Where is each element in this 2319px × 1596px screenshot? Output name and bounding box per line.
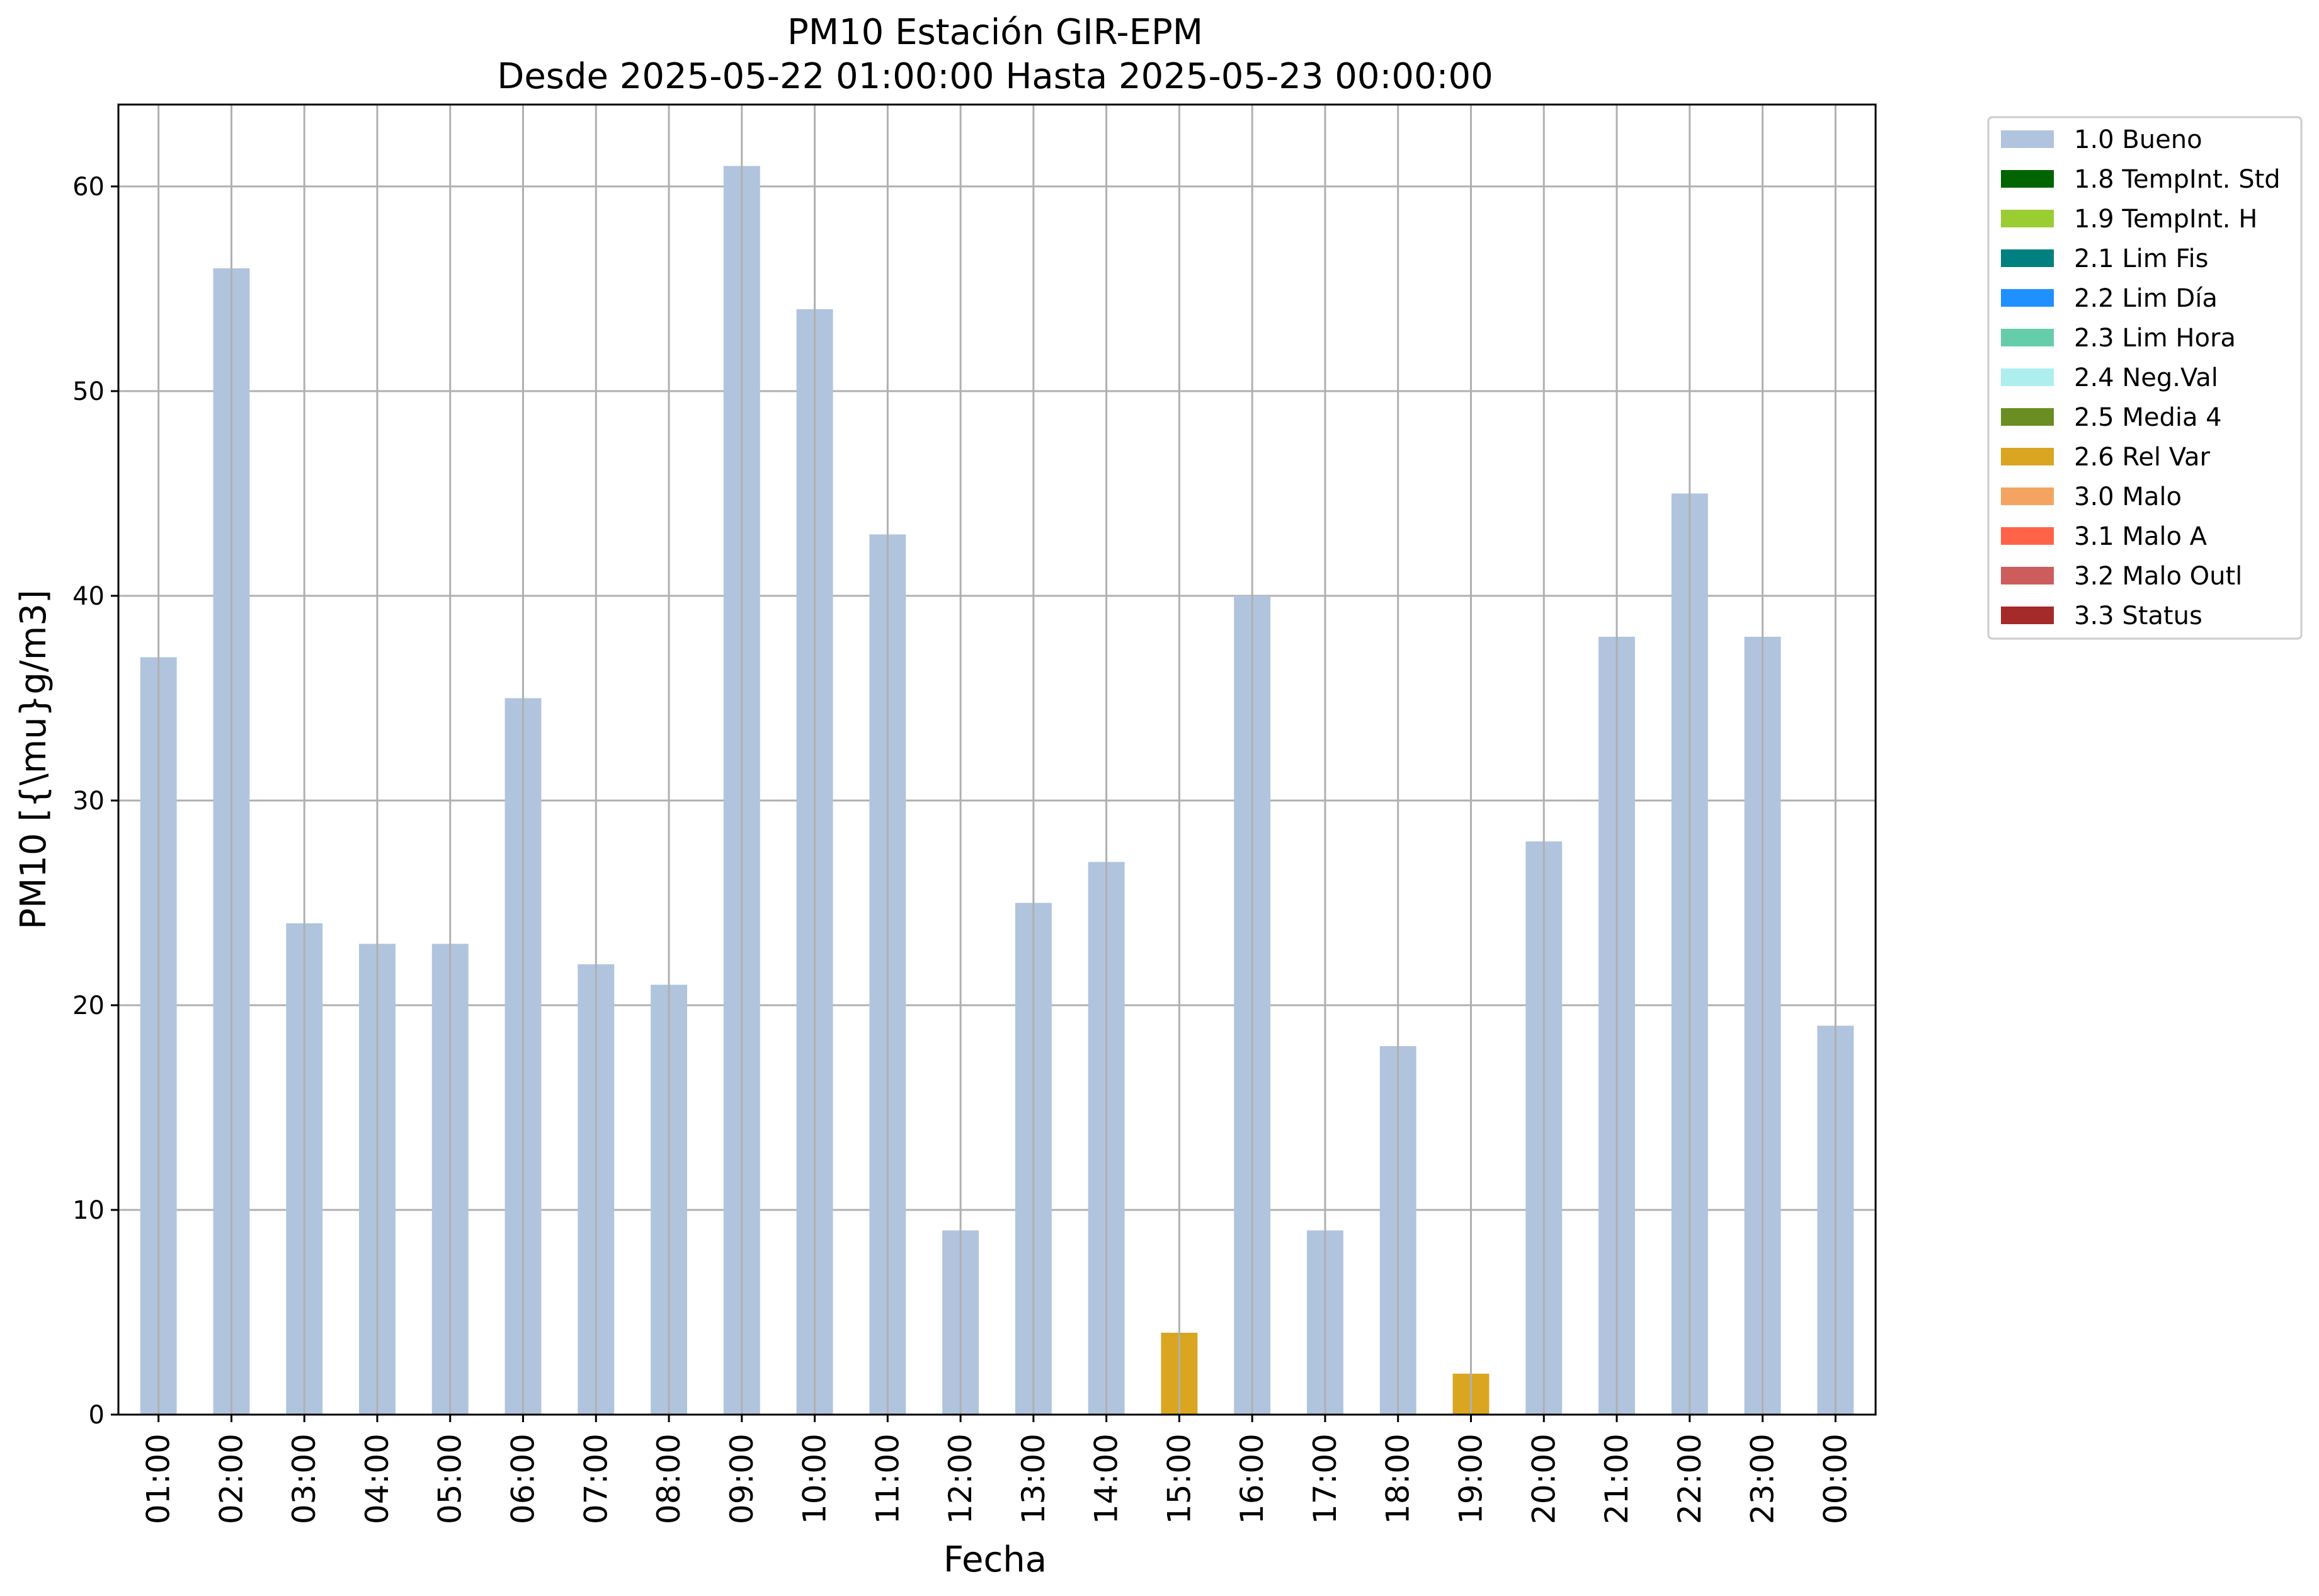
x-tick-label: 07:00 [578, 1434, 614, 1524]
y-axis-label: PM10 [{\mu}g/m3] [13, 590, 54, 930]
legend: 1.0 Bueno 1.8 TempInt. Std 1.9 TempInt. H 2… [1987, 116, 2303, 640]
legend-label: 2.2 Lim Día [2074, 284, 2218, 313]
legend-swatch [2001, 487, 2054, 505]
legend-box [1987, 116, 2303, 640]
y-tick-label: 20 [72, 991, 105, 1020]
y-tick-label: 60 [72, 173, 105, 202]
legend-label: 1.0 Bueno [2074, 125, 2202, 154]
legend-swatch [2001, 329, 2054, 346]
legend-label: 3.3 Status [2074, 601, 2202, 630]
y-tick-label: 50 [72, 377, 105, 406]
legend-swatch [2001, 368, 2054, 386]
x-tick-label: 10:00 [797, 1434, 833, 1524]
x-tick-label: 15:00 [1161, 1434, 1197, 1524]
x-tick-label: 19:00 [1452, 1434, 1489, 1524]
legend-label: 3.0 Malo [2074, 482, 2182, 511]
legend-swatch [2001, 130, 2054, 148]
x-axis-ticks: 01:00 02:00 03:00 04:00 05:00 06:00 07:00 08:00… [140, 1415, 1854, 1524]
x-axis-label: Fecha [943, 1539, 1047, 1580]
x-tick-label: 22:00 [1672, 1434, 1708, 1524]
x-tick-label: 17:00 [1307, 1434, 1343, 1524]
vertical-grid [157, 105, 1837, 1415]
legend-label: 3.1 Malo A [2074, 522, 2208, 551]
x-tick-label: 14:00 [1088, 1434, 1125, 1524]
grid [118, 185, 1876, 1416]
legend-label: 2.3 Lim Hora [2074, 324, 2236, 353]
x-tick-label: 03:00 [286, 1434, 322, 1524]
chart-subtitle: Desde 2025-05-22 01:00:00 Hasta 2025-05-… [497, 56, 1493, 97]
legend-label: 2.4 Neg.Val [2074, 363, 2218, 392]
x-tick-label: 05:00 [432, 1434, 469, 1524]
chart-title: PM10 Estación GIR-EPM [787, 12, 1203, 53]
x-tick-label: 06:00 [505, 1434, 542, 1524]
legend-swatch [2001, 408, 2054, 426]
legend-label: 3.2 Malo Outl [2074, 562, 2242, 591]
x-tick-label: 02:00 [213, 1434, 249, 1524]
legend-label: 2.5 Media 4 [2074, 403, 2222, 432]
legend-swatch [2001, 289, 2054, 307]
x-tick-label: 20:00 [1525, 1434, 1562, 1524]
x-tick-label: 13:00 [1015, 1434, 1052, 1524]
x-tick-label: 21:00 [1598, 1434, 1635, 1524]
y-tick-label: 0 [89, 1401, 105, 1430]
plot-area-frame [117, 103, 1877, 1416]
legend-label: 2.1 Lim Fis [2074, 244, 2208, 273]
y-tick-label: 10 [72, 1196, 105, 1225]
x-tick-label: 09:00 [724, 1434, 760, 1524]
y-tick-label: 40 [72, 582, 105, 611]
legend-swatch [2001, 210, 2054, 227]
x-tick-label: 08:00 [651, 1434, 687, 1524]
x-tick-label: 01:00 [140, 1434, 177, 1524]
legend-label: 1.9 TempInt. H [2074, 205, 2257, 234]
y-axis-ticks: 0 10 20 30 40 50 60 [72, 173, 118, 1430]
legend-label: 1.8 TempInt. Std [2074, 165, 2281, 194]
x-tick-label: 23:00 [1745, 1434, 1781, 1524]
x-tick-label: 18:00 [1380, 1434, 1416, 1524]
legend-swatch [2001, 567, 2054, 584]
x-tick-label: 00:00 [1817, 1434, 1854, 1524]
y-tick-label: 30 [72, 787, 105, 816]
legend-swatch [2001, 249, 2054, 267]
x-tick-label: 12:00 [942, 1434, 979, 1524]
legend-swatch [2001, 607, 2054, 624]
x-tick-label: 16:00 [1234, 1434, 1270, 1524]
x-tick-label: 11:00 [869, 1434, 906, 1524]
legend-swatch [2001, 448, 2054, 465]
legend-swatch [2001, 527, 2054, 545]
x-tick-label: 04:00 [359, 1434, 396, 1524]
legend-swatch [2001, 170, 2054, 188]
legend-label: 2.6 Rel Var [2074, 443, 2211, 472]
